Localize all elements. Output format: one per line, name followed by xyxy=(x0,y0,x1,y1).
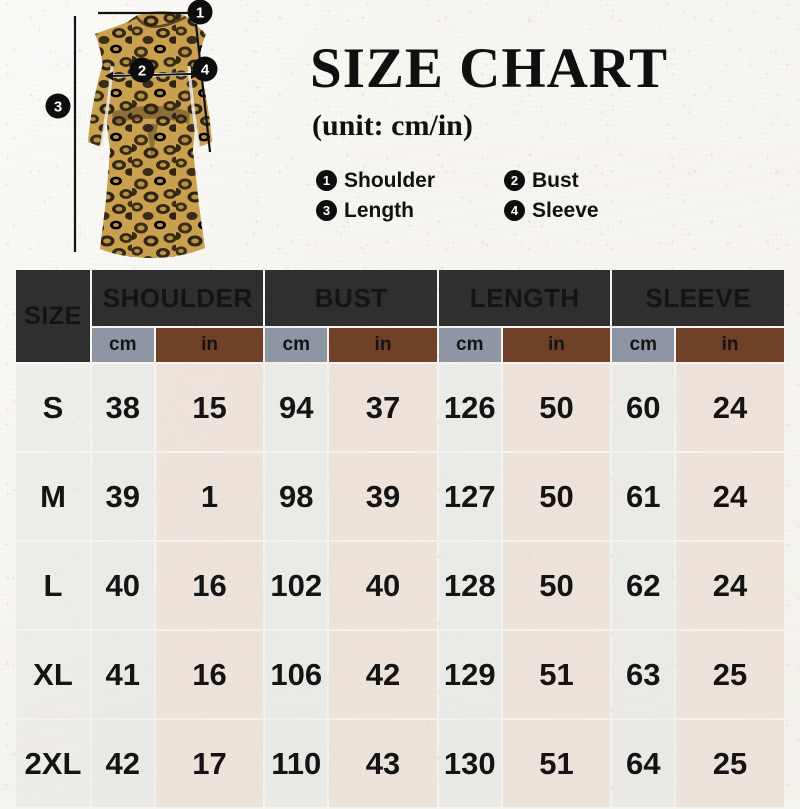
cell-bust-cm: 98 xyxy=(265,453,328,540)
table-header-row-units: cm in cm in cm in cm in xyxy=(16,328,784,362)
cell-length-cm: 127 xyxy=(438,453,501,540)
sleeve-measure-line xyxy=(194,23,212,153)
cell-sleeve-cm: 63 xyxy=(612,631,675,718)
cell-sleeve-in: 25 xyxy=(676,631,784,718)
svg-text:4: 4 xyxy=(201,62,210,79)
cell-length-cm: 128 xyxy=(438,542,501,629)
cell-length-cm: 130 xyxy=(438,720,501,807)
cell-sleeve-cm: 64 xyxy=(612,720,675,807)
cell-shoulder-in: 17 xyxy=(155,720,264,807)
header-group-bust: BUST xyxy=(265,270,437,326)
size-chart-table: SIZE SHOULDER BUST LENGTH SLEEVE cm in c… xyxy=(14,268,786,809)
cell-bust-in: 39 xyxy=(329,453,437,540)
cell-size: XL xyxy=(16,631,90,718)
cell-size: L xyxy=(16,542,90,629)
svg-text:1: 1 xyxy=(196,5,204,22)
callout-badge-2: 2 xyxy=(129,57,155,83)
cell-bust-cm: 102 xyxy=(265,542,328,629)
legend-item-sleeve: 4 Sleeve xyxy=(504,200,676,221)
header-group-shoulder: SHOULDER xyxy=(91,270,264,326)
cell-length-in: 50 xyxy=(502,453,611,540)
legend-label-length: Length xyxy=(344,199,414,222)
cell-bust-in: 37 xyxy=(329,364,437,451)
title-block: SIZE CHART (unit: cm/in) xyxy=(310,40,710,141)
legend-label-bust: Bust xyxy=(532,169,579,192)
dress-waist-tie xyxy=(112,106,190,158)
cell-size: S xyxy=(16,364,90,451)
cell-shoulder-in: 16 xyxy=(155,542,264,629)
header-group-length: LENGTH xyxy=(438,270,611,326)
callout-badge-3: 3 xyxy=(45,93,71,119)
callout-badge-1: 1 xyxy=(187,0,213,25)
legend-item-bust: 2 Bust xyxy=(504,170,676,191)
badge-2-icon: 2 xyxy=(504,170,525,191)
dress-neckline xyxy=(134,15,187,28)
table-header-row-groups: SIZE SHOULDER BUST LENGTH SLEEVE xyxy=(16,270,784,362)
legend-item-shoulder: 1 Shoulder xyxy=(316,170,504,191)
cell-bust-cm: 110 xyxy=(265,720,328,807)
table-row: M 39 1 98 39 127 50 61 24 xyxy=(16,453,784,540)
cell-sleeve-cm: 62 xyxy=(612,542,675,629)
cell-shoulder-cm: 41 xyxy=(91,631,154,718)
badge-1-icon: 1 xyxy=(316,170,337,191)
page-title: SIZE CHART xyxy=(310,37,669,100)
legend-label-shoulder: Shoulder xyxy=(344,169,436,192)
cell-size: 2XL xyxy=(16,720,90,807)
cell-sleeve-in: 24 xyxy=(676,542,784,629)
table-row: 2XL 42 17 110 43 130 51 64 25 xyxy=(16,720,784,807)
cell-sleeve-in: 25 xyxy=(676,720,784,807)
cell-length-in: 50 xyxy=(502,364,611,451)
table-row: S 38 15 94 37 126 50 60 24 xyxy=(16,364,784,451)
svg-text:3: 3 xyxy=(54,99,62,116)
header-shoulder-cm: cm xyxy=(91,328,154,362)
cell-size: M xyxy=(16,453,90,540)
cell-length-in: 50 xyxy=(502,542,611,629)
cell-bust-in: 43 xyxy=(329,720,437,807)
cell-bust-cm: 106 xyxy=(265,631,328,718)
unit-subtitle: (unit: cm/in) xyxy=(312,109,473,142)
cell-shoulder-cm: 38 xyxy=(91,364,154,451)
header-size: SIZE xyxy=(16,270,90,362)
cell-sleeve-cm: 61 xyxy=(612,453,675,540)
svg-text:2: 2 xyxy=(138,63,146,80)
cell-shoulder-cm: 40 xyxy=(91,542,154,629)
legend-label-sleeve: Sleeve xyxy=(532,199,599,222)
header-bust-in: in xyxy=(329,328,437,362)
measurement-legend: 1 Shoulder 2 Bust 3 Length 4 Sleeve xyxy=(316,170,676,221)
cell-sleeve-in: 24 xyxy=(676,364,784,451)
cell-shoulder-in: 1 xyxy=(155,453,264,540)
header-shoulder-in: in xyxy=(155,328,264,362)
cell-shoulder-in: 15 xyxy=(155,364,264,451)
cell-length-cm: 126 xyxy=(438,364,501,451)
table-row: L 40 16 102 40 128 50 62 24 xyxy=(16,542,784,629)
cell-length-in: 51 xyxy=(502,631,611,718)
header-sleeve-cm: cm xyxy=(612,328,675,362)
cell-length-cm: 129 xyxy=(438,631,501,718)
cell-shoulder-in: 16 xyxy=(155,631,264,718)
table-row: XL 41 16 106 42 129 51 63 25 xyxy=(16,631,784,718)
dress-illustration: 1 2 3 4 xyxy=(0,0,300,268)
cell-bust-in: 42 xyxy=(329,631,437,718)
cell-bust-cm: 94 xyxy=(265,364,328,451)
header-sleeve-in: in xyxy=(676,328,784,362)
header-group-sleeve: SLEEVE xyxy=(612,270,784,326)
cell-shoulder-cm: 39 xyxy=(91,453,154,540)
callout-badge-4: 4 xyxy=(192,56,218,82)
cell-shoulder-cm: 42 xyxy=(91,720,154,807)
cell-sleeve-cm: 60 xyxy=(612,364,675,451)
header-length-cm: cm xyxy=(438,328,501,362)
badge-3-icon: 3 xyxy=(316,200,337,221)
cell-length-in: 51 xyxy=(502,720,611,807)
header-bust-cm: cm xyxy=(265,328,328,362)
badge-4-icon: 4 xyxy=(504,200,525,221)
legend-item-length: 3 Length xyxy=(316,200,504,221)
header-length-in: in xyxy=(502,328,611,362)
cell-bust-in: 40 xyxy=(329,542,437,629)
cell-sleeve-in: 24 xyxy=(676,453,784,540)
